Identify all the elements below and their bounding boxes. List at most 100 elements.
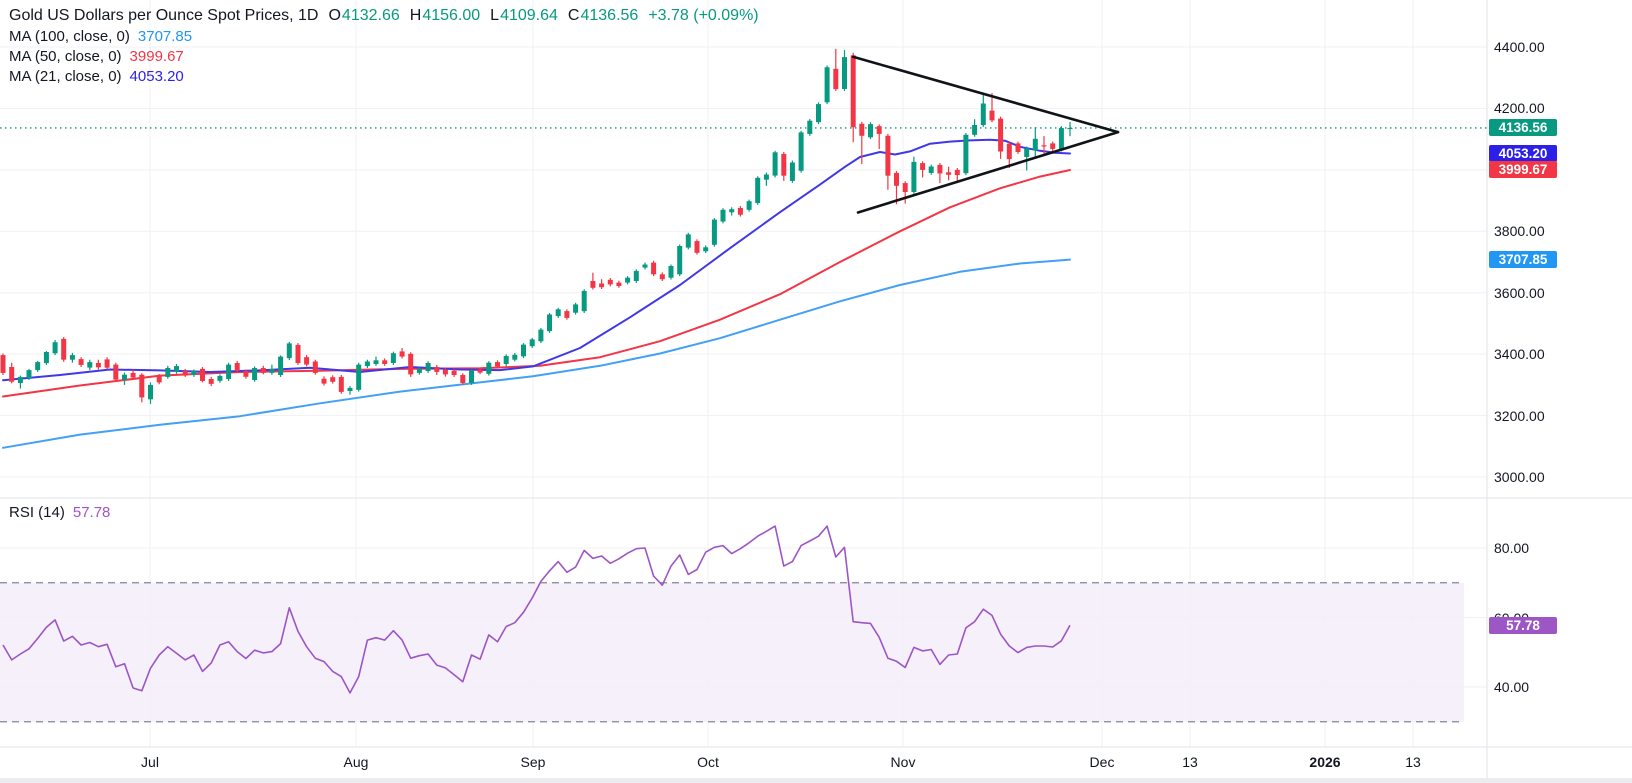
candle-body [529,339,535,347]
candle-body [165,368,171,377]
candle-body [798,132,804,171]
candle-body [61,338,67,360]
time-tick-label: Sep [520,754,546,770]
candle-body [17,376,23,383]
candle-body [330,377,336,382]
window-bottom-edge [0,778,1632,783]
candle-body [807,120,813,134]
candle-body [416,368,422,373]
candle-body [477,369,483,373]
trend-line-lower[interactable] [856,130,1120,214]
candle-body [564,311,570,318]
ohlc-high-key: H [409,7,422,24]
ohlc-low-key: L [490,7,500,24]
ma-21-legend-row[interactable]: MA (21, close, 0) 4053.20 [9,67,759,87]
ma-21-value: 4053.20 [129,68,184,85]
candle-body [122,374,127,380]
candle-body [781,153,787,176]
candle-body [269,368,275,373]
ma-21-line[interactable] [2,138,1071,382]
candle-body [885,135,891,176]
ohlc-open-key: O [328,7,341,24]
rsi-tick-label: 40.00 [1494,679,1530,695]
ohlc-close-key: C [567,7,580,24]
price-tag: 4053.20 [1489,145,1557,163]
candle-body [729,209,735,213]
candle-body [399,351,405,357]
candle-body [95,363,101,368]
candle-body [694,241,700,253]
price-tick-label: 3000.00 [1494,468,1545,485]
candle-body [789,162,795,181]
rsi-legend: RSI (14) 57.78 [9,503,110,523]
candle-body [772,152,778,176]
candle-body [364,361,370,367]
candle-body [928,166,934,173]
candle-body [9,367,15,382]
candle-body [512,354,518,360]
time-tick-label: 2026 [1309,754,1341,770]
ohlc-open-value: 4132.66 [341,7,400,24]
candle-body [547,314,552,332]
candle-body [156,376,162,383]
candle-body [538,329,544,342]
rsi-line[interactable] [2,525,1071,694]
price-tag: 3707.85 [1489,251,1557,269]
candle-body [295,344,301,363]
candle-body [460,375,466,383]
candle-body [234,363,240,371]
price-tag: 3999.67 [1489,161,1557,179]
trend-line-upper[interactable] [851,55,1120,134]
candle-body [226,364,232,379]
candle-body [755,177,761,203]
candle-body [659,274,665,280]
time-tick-label: 13 [1405,754,1421,770]
candle-body [842,57,847,89]
candle-body [1050,143,1056,149]
candle-body [763,174,769,180]
rsi-tick-label: 80.00 [1494,540,1530,556]
time-tick-label: Jul [141,754,159,770]
candle-body [555,309,561,317]
ma-100-line[interactable] [2,258,1071,449]
candle-body [937,164,943,174]
price-tick-label: 3600.00 [1494,284,1545,301]
candle-body [78,359,84,365]
candle-body [312,361,318,373]
ma-21-label: MA (21, close, 0) [9,68,122,85]
candle-body [868,124,873,138]
candle-body [148,384,153,400]
candle-body [590,281,596,288]
candle-body [920,163,926,170]
candle-body [894,172,899,186]
symbol-legend-row[interactable]: Gold US Dollars per Ounce Spot Prices, 1… [9,5,759,27]
ma-50-legend-row[interactable]: MA (50, close, 0) 3999.67 [9,47,759,67]
candle-body [1006,143,1012,160]
candle-body [87,362,93,368]
ma-50-label: MA (50, close, 0) [9,48,122,65]
candle-body [69,355,75,360]
ma-100-legend-row[interactable]: MA (100, close, 0) 3707.85 [9,27,759,47]
candle-body [43,352,49,364]
candle-body [382,360,388,364]
candle-body [217,375,223,381]
ohlc-close-value: 4136.56 [580,7,639,24]
rsi-value: 57.78 [72,504,111,521]
candle-body [833,68,839,90]
candle-body [182,371,188,376]
candle-body [816,104,821,123]
candle-body [746,201,752,210]
candle-body [1015,143,1021,152]
candle-body [651,262,657,275]
candle-body [113,364,119,380]
candle-body [850,55,856,128]
price-tick-label: 3200.00 [1494,407,1545,424]
candle-body [35,362,41,371]
candle-body [286,343,292,359]
candle-body [911,161,917,192]
candle-body [642,264,648,268]
rsi-price-tag: 57.78 [1489,616,1557,634]
rsi-legend-row[interactable]: RSI (14) 57.78 [9,503,110,523]
